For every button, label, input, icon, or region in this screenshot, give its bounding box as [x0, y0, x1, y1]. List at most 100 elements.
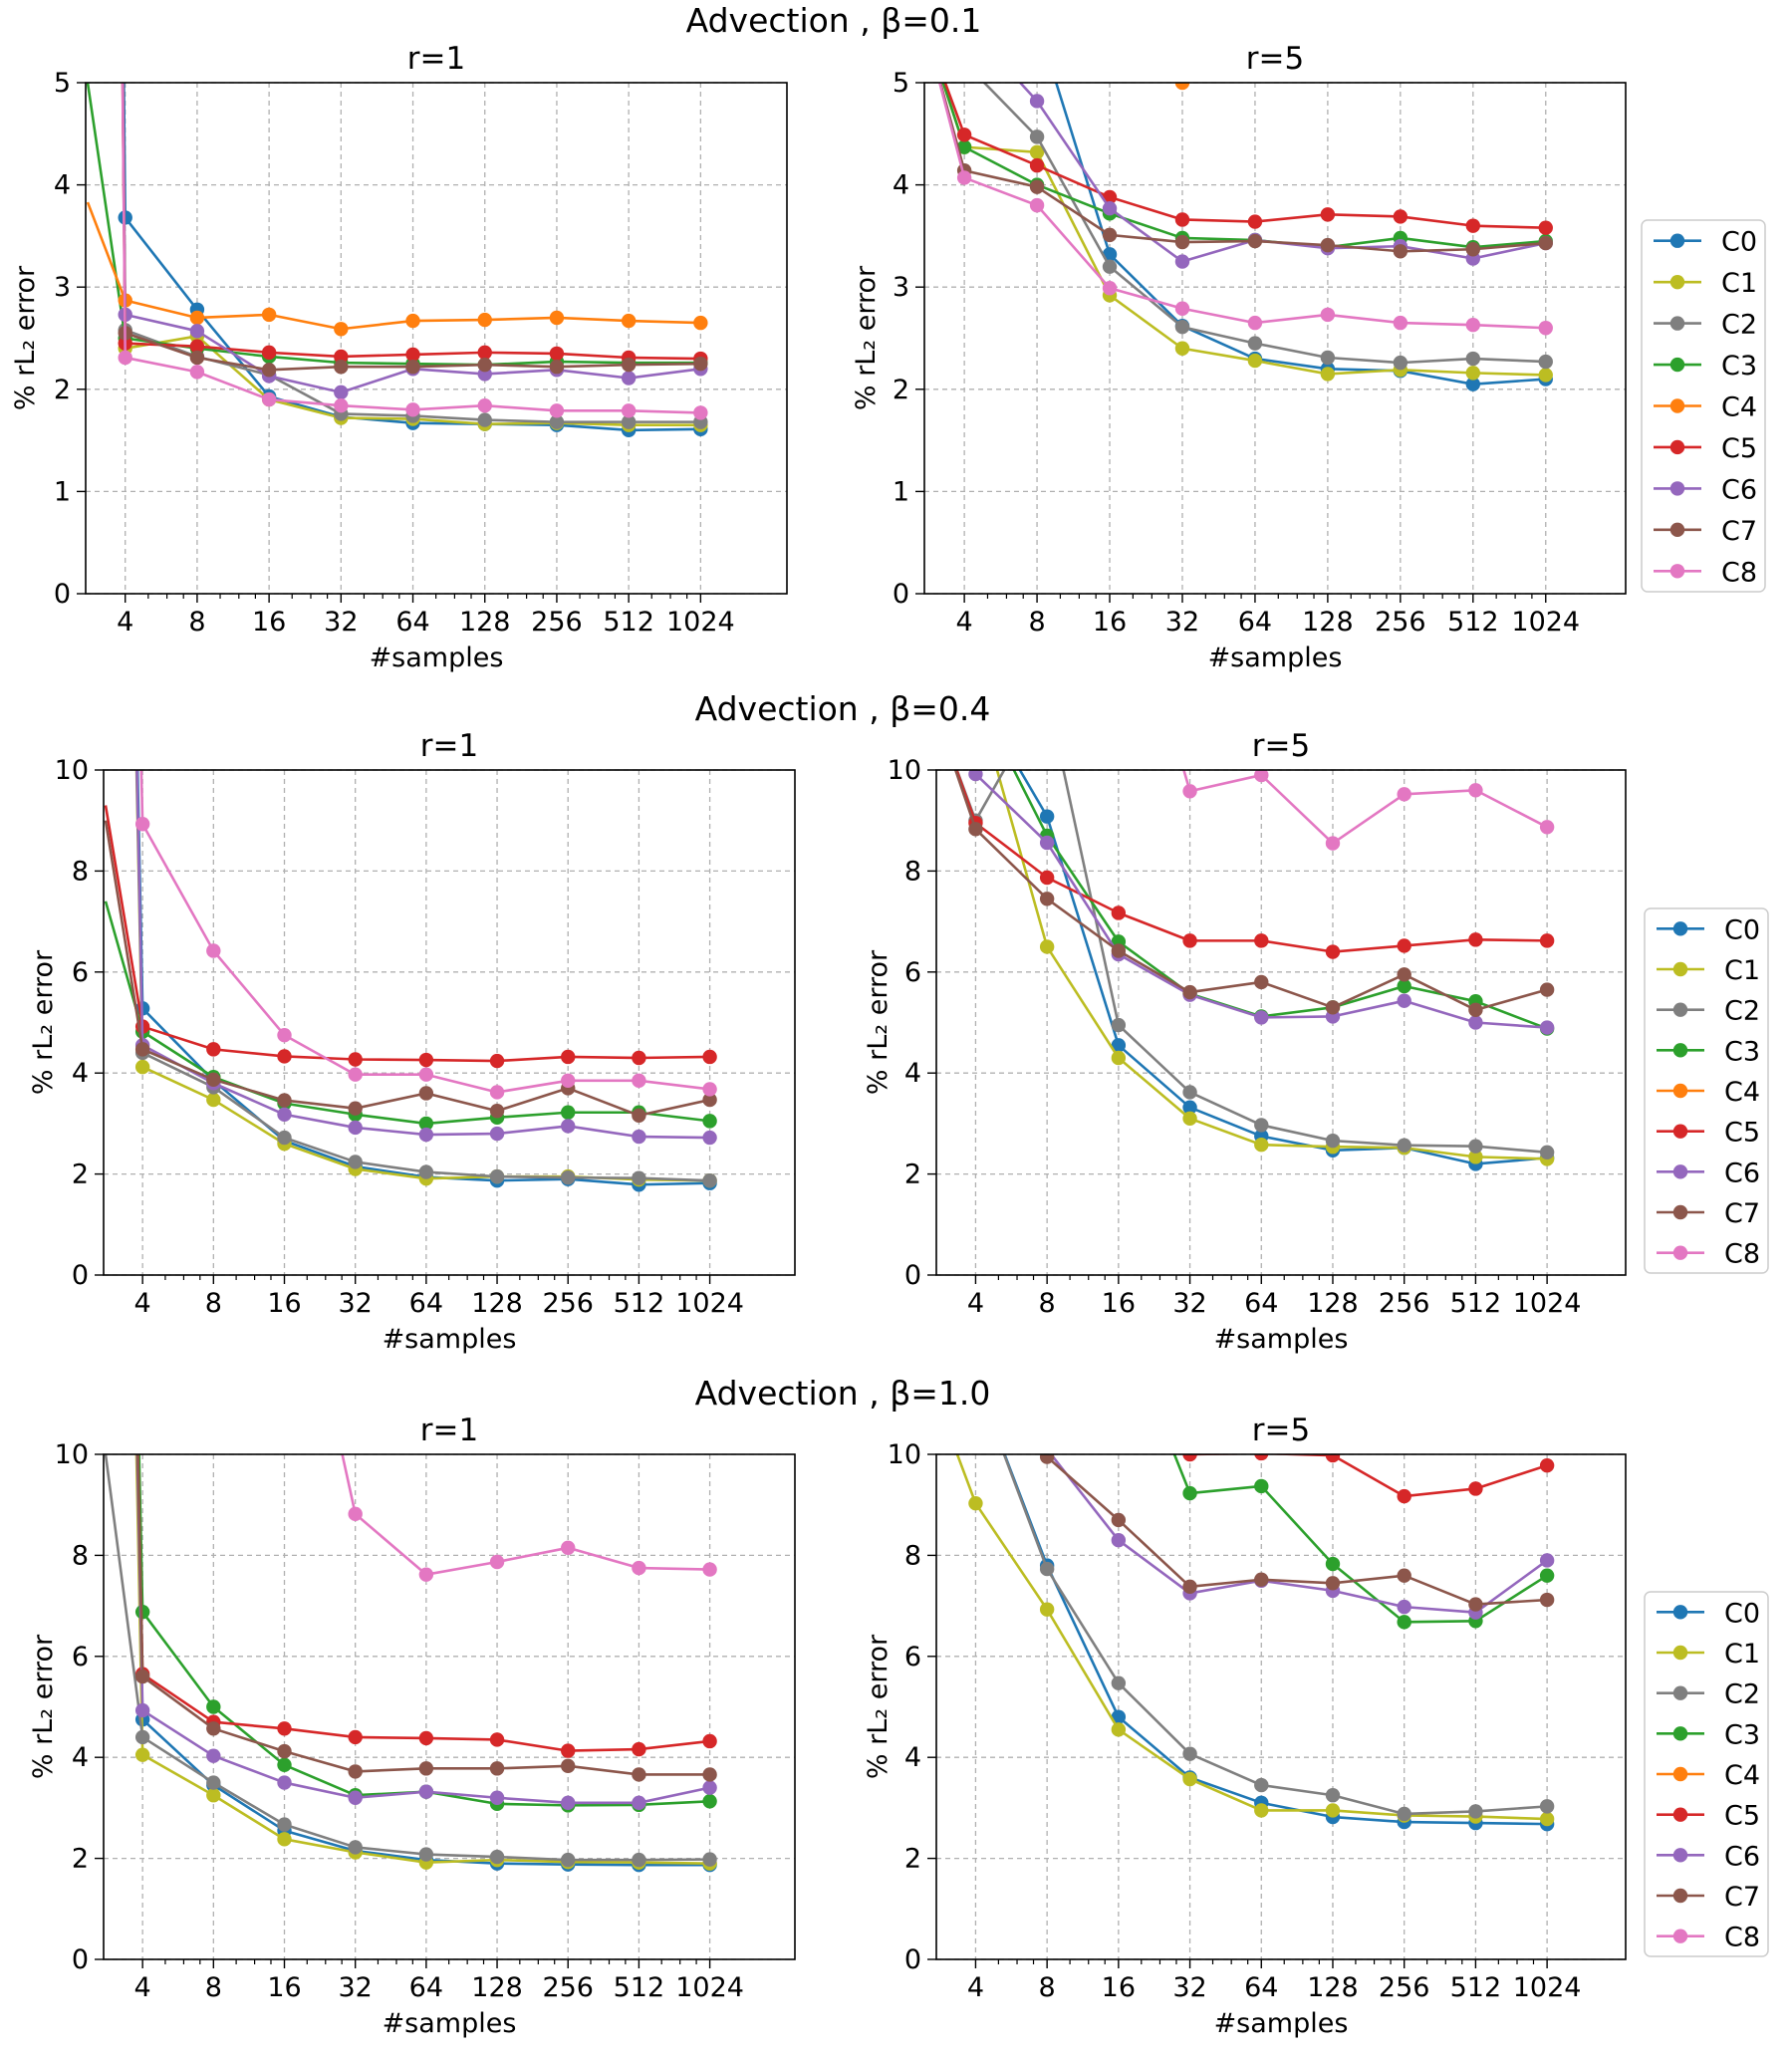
- x-axis-label: #samples: [370, 643, 504, 673]
- data-point-c8: [477, 398, 492, 413]
- data-point-c2: [1468, 1139, 1483, 1154]
- data-point-c4: [549, 310, 565, 326]
- legend-item: C7: [1657, 1882, 1760, 1913]
- x-tick-label: 8: [205, 1972, 222, 2003]
- legend-box: [1641, 219, 1766, 593]
- legend-label: C6: [1721, 474, 1757, 505]
- data-point-c6: [1539, 1553, 1555, 1568]
- x-tick-label: 32: [1172, 1972, 1206, 2003]
- x-tick-label: 16: [267, 1288, 301, 1319]
- data-point-c7: [277, 1743, 292, 1759]
- y-tick-label: 2: [54, 375, 71, 405]
- x-axis-label: #samples: [1214, 1324, 1349, 1355]
- chart-panel-1: 4 8 16 32 64 128 256 512 1024 0 1 2 3 4 5 #samples % rL₂…: [10, 41, 788, 673]
- legend-label: C2: [1724, 1679, 1760, 1710]
- data-point-c7: [1039, 1454, 1055, 1464]
- data-point-c1: [1465, 366, 1480, 381]
- data-point-c2: [1174, 320, 1190, 335]
- x-tick-label: 512: [614, 1288, 665, 1319]
- data-point-c8: [1468, 783, 1483, 798]
- y-tick-label: 5: [54, 68, 71, 99]
- x-tick-label: 512: [614, 1972, 665, 2003]
- y-tick-label: 2: [72, 1159, 89, 1190]
- data-point-c6: [621, 371, 637, 386]
- x-tick-label: 128: [1307, 1288, 1359, 1319]
- x-axis-label: #samples: [383, 1324, 517, 1355]
- data-point-c1: [1111, 1722, 1127, 1737]
- data-point-c6: [1174, 254, 1190, 269]
- data-point-c5: [1465, 218, 1480, 233]
- data-point-c2: [348, 1155, 363, 1169]
- data-point-c1: [1039, 1602, 1055, 1617]
- data-point-c5: [261, 345, 277, 361]
- y-tick-label: 8: [72, 1540, 89, 1571]
- legend-item: C7: [1654, 516, 1757, 547]
- chart-panel-3: 4 8 16 32 64 128 256 512 1024 0 2 4 6 8 10 #samples % rL…: [28, 728, 796, 1355]
- series-line-c5: [943, 83, 1546, 229]
- data-point-c8: [632, 1560, 646, 1576]
- data-point-c6: [489, 1126, 505, 1142]
- series-line-c0: [1054, 83, 1546, 386]
- data-point-c2: [1111, 1675, 1127, 1690]
- x-tick-label: 256: [542, 1288, 594, 1319]
- legend-marker: [1669, 274, 1685, 290]
- data-point-c7: [134, 1669, 150, 1684]
- y-tick-label: 4: [904, 1058, 921, 1089]
- data-point-c8: [489, 1554, 505, 1570]
- series-line-c6: [135, 1454, 710, 1805]
- series-line-c7: [953, 770, 1548, 1012]
- data-point-c5: [477, 345, 492, 361]
- data-point-c8: [1539, 820, 1555, 835]
- data-point-c1: [277, 1832, 292, 1847]
- data-point-c5: [1468, 932, 1483, 947]
- data-point-c6: [1039, 835, 1055, 851]
- data-point-c8: [418, 1567, 434, 1582]
- data-point-c8: [348, 1067, 363, 1082]
- data-point-c5: [1102, 189, 1118, 205]
- legend-item: C2: [1657, 996, 1760, 1027]
- data-point-c5: [561, 1049, 576, 1065]
- y-tick-label: 8: [72, 856, 89, 887]
- data-point-c5: [418, 1730, 434, 1746]
- legend-marker: [1672, 1002, 1688, 1017]
- x-tick-label: 32: [1165, 607, 1199, 638]
- legend-label: C5: [1724, 1801, 1760, 1832]
- data-point-c2: [1468, 1804, 1483, 1819]
- x-tick-label: 256: [1379, 1288, 1430, 1319]
- data-point-c8: [118, 350, 132, 366]
- legend-item: C3: [1657, 1036, 1760, 1067]
- data-point-c2: [1538, 354, 1553, 370]
- data-point-c5: [1325, 944, 1341, 959]
- data-point-c4: [477, 312, 492, 328]
- legend-item: C0: [1657, 914, 1760, 945]
- data-point-c7: [1539, 1592, 1555, 1608]
- data-point-c7: [621, 357, 637, 373]
- x-tick-label: 256: [1379, 1972, 1430, 2003]
- legend-marker: [1672, 921, 1688, 936]
- data-point-c3: [418, 1116, 434, 1132]
- legend-label: C4: [1724, 1760, 1760, 1791]
- data-point-c5: [702, 1733, 717, 1749]
- data-point-c2: [418, 1164, 434, 1179]
- series-line-c8: [139, 770, 710, 1094]
- legend-label: C0: [1724, 1598, 1760, 1629]
- legend-label: C2: [1724, 996, 1760, 1027]
- legend-marker: [1672, 1245, 1688, 1260]
- legend-label: C1: [1724, 955, 1760, 986]
- x-tick-label: 1024: [666, 607, 735, 638]
- series-line-c7: [938, 83, 1546, 253]
- data-point-c6: [1397, 1599, 1411, 1615]
- x-tick-label: 16: [1102, 1972, 1136, 2003]
- data-point-c7: [968, 822, 983, 837]
- x-tick-label: 16: [252, 607, 286, 638]
- data-point-c6: [418, 1127, 434, 1143]
- data-point-c3: [1397, 978, 1411, 994]
- data-point-c6: [561, 1119, 576, 1134]
- panel-title: r=1: [420, 728, 478, 764]
- data-point-c5: [1393, 209, 1408, 224]
- data-point-c1: [1325, 1803, 1341, 1818]
- data-point-c5: [1254, 1454, 1269, 1461]
- legend-marker: [1672, 1043, 1688, 1058]
- data-point-c2: [561, 1852, 576, 1868]
- data-point-c7: [489, 1761, 505, 1776]
